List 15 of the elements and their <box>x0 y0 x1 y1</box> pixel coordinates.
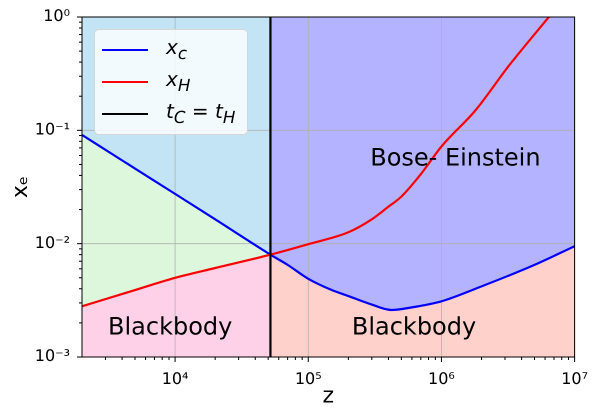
legend-label: x$_{H}$ <box>166 66 190 94</box>
x-tick-label: 10⁷ <box>561 368 588 388</box>
y-tick-label: 10⁻² <box>34 232 70 252</box>
legend-label: t$_{C}$ = t$_{H}$ <box>166 98 236 128</box>
x-axis-title: z <box>322 384 334 409</box>
annotation: Blackbody <box>352 312 476 340</box>
x-tick-label: 10⁶ <box>428 368 455 388</box>
x-tick-label: 10⁴ <box>162 368 188 388</box>
annotation: Blackbody <box>108 312 232 340</box>
y-tick-label: 10⁻¹ <box>34 119 70 138</box>
y-tick-label: 10⁻³ <box>34 346 70 366</box>
y-axis-title: xₑ <box>8 176 33 198</box>
y-tick-label: 10⁰ <box>43 6 70 26</box>
legend-label: x$_{c}$ <box>166 34 188 62</box>
x-tick-label: 10⁵ <box>294 368 322 388</box>
